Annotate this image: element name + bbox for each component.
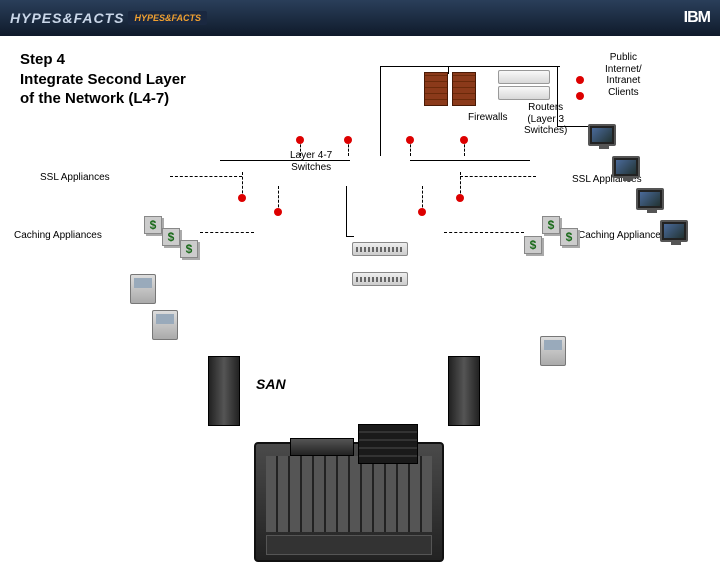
caching-appliances-left-label: Caching Appliances [14,230,102,242]
dashed-h-0 [170,176,242,177]
ssl-appliance-left-1 [152,310,178,340]
san-tower-left [208,356,240,426]
firewall-1 [452,72,476,106]
connection-dot-4 [238,194,246,202]
ssl-appliance-left-0 [130,274,156,304]
client-monitor-1 [612,156,640,178]
cache-right-1: $ [560,228,578,246]
connection-dot-8 [576,76,584,84]
firewall-0 [424,72,448,106]
l47-switch-0 [352,242,408,256]
ssl-appliance-right-0 [540,336,566,366]
cache-left-1: $ [162,228,180,246]
header-left: HYPES&FACTS HYPES&FACTS [10,10,207,26]
san-disk-rack [358,424,418,464]
connector-line-1 [380,66,560,67]
connector-line-7 [346,186,347,236]
cache-left-0: $ [144,216,162,234]
routers-label: Routers(Layer 3Switches) [524,102,567,137]
connector-line-5 [220,160,350,161]
header-title: HYPES&FACTS [10,10,124,26]
connection-dot-0 [296,136,304,144]
san-server [290,438,354,456]
internet-clients-label: PublicInternet/IntranetClients [605,52,642,98]
step-title: Step 4Integrate Second Layerof the Netwo… [20,50,186,109]
connection-dot-9 [576,92,584,100]
router-1 [498,86,550,100]
dashed-h-2 [200,232,254,233]
l47-switch-1 [352,272,408,286]
diagram-stage: Step 4Integrate Second Layerof the Netwo… [0,36,720,540]
connection-dot-6 [274,208,282,216]
l47-switches-label: Layer 4-7Switches [290,150,332,173]
connector-line-2 [557,66,558,126]
connector-line-6 [410,160,530,161]
cache-right-0: $ [542,216,560,234]
dashed-h-3 [444,232,524,233]
ssl-appliances-left-label: SSL Appliances [40,172,110,184]
connection-dot-7 [418,208,426,216]
connector-line-8 [346,236,354,237]
client-monitor-2 [636,188,664,210]
cache-right-2: $ [524,236,542,254]
caching-appliances-right-label: Caching Appliances [578,230,666,242]
dashed-h-1 [460,176,536,177]
client-monitor-3 [660,220,688,242]
san-label: SAN [256,376,286,392]
ibm-logo: IBM [684,9,710,27]
cache-left-2: $ [180,240,198,258]
connection-dot-3 [460,136,468,144]
firewalls-label: Firewalls [468,112,507,124]
connection-dot-5 [456,194,464,202]
header-badge: HYPES&FACTS [128,11,207,25]
san-tower-right [448,356,480,426]
connection-dot-1 [344,136,352,144]
connector-line-0 [448,66,449,74]
connection-dot-2 [406,136,414,144]
header-bar: HYPES&FACTS HYPES&FACTS IBM [0,0,720,36]
connector-line-4 [380,66,381,156]
client-monitor-0 [588,124,616,146]
router-0 [498,70,550,84]
